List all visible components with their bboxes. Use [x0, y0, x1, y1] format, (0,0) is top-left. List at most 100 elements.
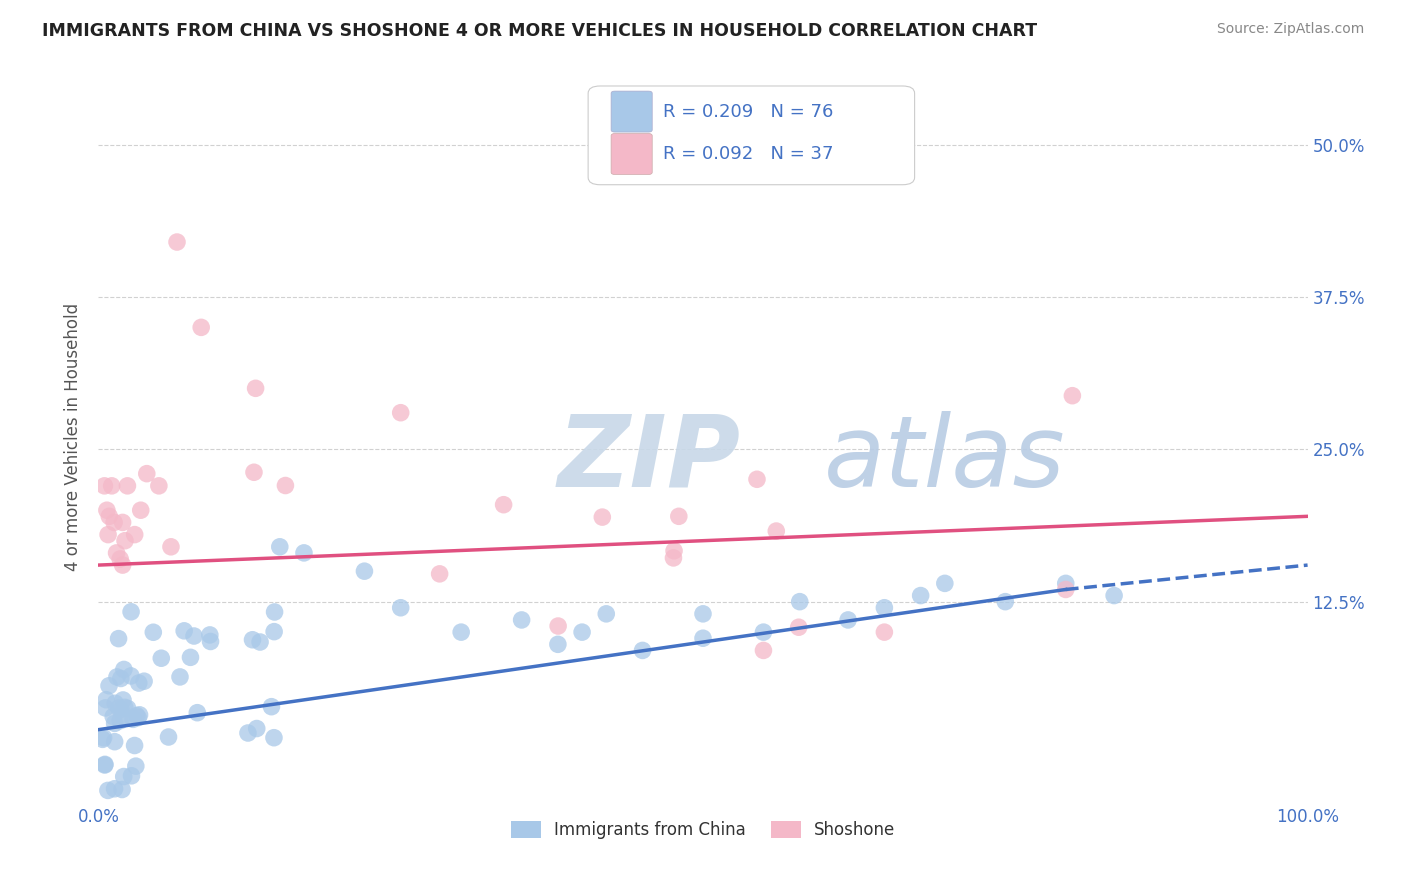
Point: [269, 540, 291, 554]
Point: [591, 510, 613, 524]
Text: R = 0.092   N = 37: R = 0.092 N = 37: [664, 145, 834, 163]
Point: [110, 702, 132, 716]
Point: [157, 730, 180, 744]
Point: [97, 783, 120, 797]
Point: [492, 498, 515, 512]
Point: [111, 516, 134, 530]
Point: [1102, 589, 1125, 603]
Point: [263, 624, 285, 639]
Point: [93, 758, 115, 772]
Point: [263, 605, 285, 619]
Point: [129, 503, 152, 517]
Point: [117, 701, 139, 715]
Point: [745, 472, 768, 486]
Point: [112, 770, 135, 784]
Point: [752, 625, 775, 640]
Point: [547, 637, 569, 651]
Point: [547, 619, 569, 633]
Point: [98, 679, 121, 693]
Point: [183, 629, 205, 643]
Point: [246, 722, 269, 736]
Point: [94, 757, 117, 772]
Point: [121, 769, 143, 783]
Point: [692, 632, 714, 646]
Point: [662, 543, 685, 558]
Point: [353, 564, 375, 578]
Text: atlas: atlas: [824, 410, 1066, 508]
Point: [242, 632, 264, 647]
Point: [103, 709, 125, 723]
Point: [114, 700, 136, 714]
Point: [910, 589, 932, 603]
Point: [429, 566, 451, 581]
Point: [1054, 576, 1077, 591]
Point: [124, 527, 146, 541]
Point: [104, 734, 127, 748]
Point: [97, 527, 120, 541]
Point: [389, 600, 412, 615]
Point: [260, 699, 283, 714]
Point: [120, 669, 142, 683]
Point: [190, 320, 212, 334]
Text: R = 0.209   N = 76: R = 0.209 N = 76: [664, 103, 834, 120]
Point: [510, 613, 533, 627]
Point: [120, 605, 142, 619]
Point: [122, 712, 145, 726]
Point: [173, 624, 195, 638]
Point: [111, 782, 134, 797]
Point: [243, 465, 266, 479]
Point: [112, 662, 135, 676]
Point: [135, 467, 157, 481]
Point: [105, 546, 128, 560]
Point: [112, 693, 135, 707]
Point: [198, 628, 221, 642]
FancyBboxPatch shape: [588, 86, 915, 185]
Point: [111, 558, 134, 573]
Point: [94, 701, 117, 715]
Point: [236, 726, 259, 740]
Point: [179, 650, 201, 665]
Point: [245, 381, 267, 395]
Point: [789, 594, 811, 608]
Legend: Immigrants from China, Shoshone: Immigrants from China, Shoshone: [503, 814, 903, 846]
Y-axis label: 4 or more Vehicles in Household: 4 or more Vehicles in Household: [65, 303, 83, 571]
Point: [112, 710, 135, 724]
Point: [186, 706, 208, 720]
Point: [93, 731, 115, 745]
Point: [104, 696, 127, 710]
Point: [873, 625, 896, 640]
Point: [292, 546, 315, 560]
Point: [125, 708, 148, 723]
Point: [200, 634, 222, 648]
Point: [132, 674, 155, 689]
Point: [117, 479, 139, 493]
Point: [274, 478, 297, 492]
Point: [142, 625, 165, 640]
Point: [450, 625, 472, 640]
Point: [169, 670, 191, 684]
Point: [765, 524, 787, 538]
Point: [150, 651, 173, 665]
Point: [249, 635, 271, 649]
Point: [128, 707, 150, 722]
Point: [263, 731, 285, 745]
Point: [124, 739, 146, 753]
Point: [127, 710, 149, 724]
Point: [114, 533, 136, 548]
Point: [108, 552, 131, 566]
Point: [631, 643, 654, 657]
Point: [103, 516, 125, 530]
Point: [110, 672, 132, 686]
Point: [692, 607, 714, 621]
Point: [668, 509, 690, 524]
Point: [96, 503, 118, 517]
Point: [125, 759, 148, 773]
Point: [389, 406, 412, 420]
Point: [595, 607, 617, 621]
Point: [1062, 389, 1084, 403]
Text: Source: ZipAtlas.com: Source: ZipAtlas.com: [1216, 22, 1364, 37]
Point: [98, 509, 121, 524]
Point: [752, 643, 775, 657]
Point: [934, 576, 956, 591]
Point: [873, 600, 896, 615]
